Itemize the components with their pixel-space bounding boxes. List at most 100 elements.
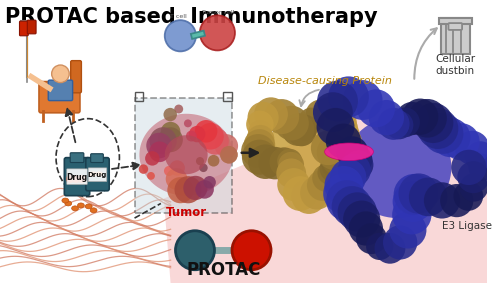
- Circle shape: [356, 223, 387, 254]
- Circle shape: [283, 176, 318, 211]
- Circle shape: [150, 127, 177, 154]
- Circle shape: [164, 108, 177, 121]
- Polygon shape: [165, 135, 208, 174]
- Circle shape: [323, 173, 364, 214]
- FancyBboxPatch shape: [88, 168, 106, 181]
- Circle shape: [318, 161, 341, 185]
- Circle shape: [385, 111, 414, 139]
- Circle shape: [344, 146, 372, 174]
- Circle shape: [158, 127, 183, 152]
- Circle shape: [264, 99, 299, 134]
- Circle shape: [317, 81, 358, 121]
- Text: Drug: Drug: [66, 173, 87, 182]
- Circle shape: [321, 141, 355, 175]
- Circle shape: [332, 186, 372, 227]
- FancyBboxPatch shape: [67, 169, 87, 185]
- Circle shape: [390, 212, 426, 249]
- Circle shape: [276, 158, 306, 188]
- Ellipse shape: [62, 198, 68, 203]
- Circle shape: [300, 176, 334, 210]
- Circle shape: [306, 100, 335, 129]
- Circle shape: [195, 120, 218, 143]
- Polygon shape: [164, 111, 488, 283]
- Circle shape: [344, 150, 374, 180]
- Circle shape: [366, 233, 394, 260]
- Circle shape: [258, 147, 291, 179]
- Circle shape: [408, 99, 447, 138]
- Circle shape: [378, 108, 410, 140]
- Text: Disease-causing Protein: Disease-causing Protein: [258, 75, 392, 86]
- Text: Tumor: Tumor: [166, 206, 207, 219]
- Circle shape: [72, 175, 80, 183]
- Text: Drug: Drug: [88, 172, 107, 178]
- Ellipse shape: [78, 203, 84, 208]
- Circle shape: [246, 110, 274, 138]
- Circle shape: [176, 231, 214, 270]
- Circle shape: [186, 131, 197, 141]
- Circle shape: [342, 80, 382, 120]
- Circle shape: [336, 136, 368, 168]
- Circle shape: [292, 179, 326, 214]
- Circle shape: [392, 181, 433, 222]
- Circle shape: [402, 98, 438, 135]
- Circle shape: [161, 122, 180, 141]
- Circle shape: [204, 176, 216, 189]
- Circle shape: [357, 89, 395, 127]
- Circle shape: [311, 131, 346, 165]
- Circle shape: [184, 176, 208, 200]
- Circle shape: [241, 134, 275, 168]
- Circle shape: [326, 124, 361, 159]
- Circle shape: [348, 211, 383, 246]
- Circle shape: [394, 174, 434, 215]
- Text: PROTAC based  Immunotherapy: PROTAC based Immunotherapy: [5, 7, 378, 26]
- Circle shape: [324, 166, 363, 205]
- Circle shape: [147, 172, 155, 180]
- Circle shape: [368, 100, 404, 135]
- Circle shape: [454, 181, 483, 211]
- Ellipse shape: [86, 204, 92, 209]
- FancyBboxPatch shape: [440, 18, 470, 54]
- Circle shape: [468, 154, 495, 181]
- Circle shape: [298, 108, 324, 133]
- Circle shape: [424, 182, 460, 219]
- Circle shape: [244, 129, 275, 160]
- Circle shape: [316, 135, 352, 170]
- FancyBboxPatch shape: [86, 158, 109, 191]
- Circle shape: [138, 164, 148, 174]
- Circle shape: [78, 175, 86, 183]
- Circle shape: [248, 120, 272, 144]
- Circle shape: [220, 146, 238, 164]
- Circle shape: [458, 161, 490, 193]
- Circle shape: [165, 20, 196, 51]
- Circle shape: [307, 170, 338, 201]
- Circle shape: [343, 201, 380, 238]
- FancyBboxPatch shape: [90, 154, 104, 162]
- Circle shape: [328, 120, 360, 151]
- Circle shape: [440, 184, 474, 217]
- Circle shape: [202, 128, 229, 155]
- Circle shape: [409, 178, 448, 216]
- Circle shape: [318, 100, 354, 134]
- Circle shape: [390, 107, 420, 137]
- Circle shape: [199, 164, 207, 172]
- Circle shape: [174, 104, 183, 113]
- Circle shape: [324, 113, 358, 147]
- Circle shape: [316, 108, 354, 146]
- Polygon shape: [268, 117, 336, 179]
- Circle shape: [374, 233, 406, 264]
- Text: Tumor cell: Tumor cell: [202, 10, 234, 15]
- Circle shape: [282, 113, 314, 146]
- Circle shape: [338, 192, 377, 232]
- Ellipse shape: [72, 206, 78, 211]
- Circle shape: [418, 108, 459, 149]
- Circle shape: [431, 118, 470, 157]
- Circle shape: [312, 164, 340, 192]
- Circle shape: [146, 133, 172, 158]
- Polygon shape: [344, 117, 452, 218]
- Circle shape: [320, 155, 347, 183]
- Circle shape: [248, 144, 282, 179]
- Circle shape: [270, 147, 299, 177]
- FancyBboxPatch shape: [438, 18, 472, 24]
- Circle shape: [383, 225, 418, 259]
- Circle shape: [164, 166, 174, 176]
